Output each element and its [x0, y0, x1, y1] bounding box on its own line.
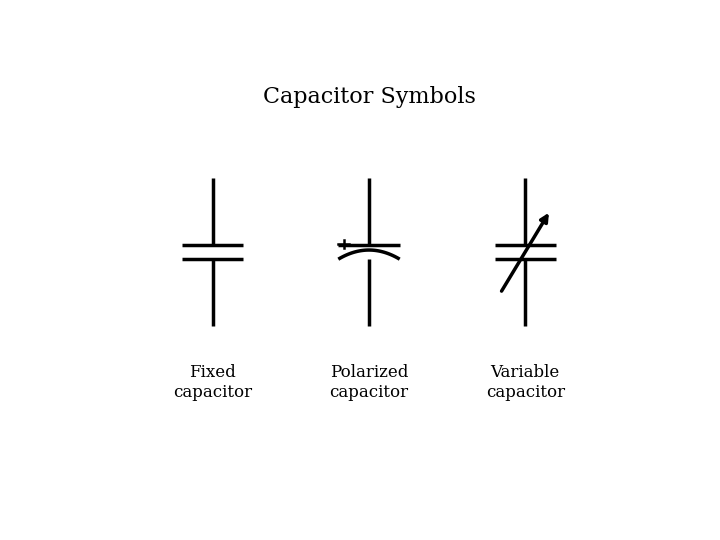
Text: Capacitor Symbols: Capacitor Symbols: [263, 85, 475, 107]
Text: Fixed
capacitor: Fixed capacitor: [174, 364, 252, 401]
Text: Variable
capacitor: Variable capacitor: [486, 364, 564, 401]
Text: Polarized
capacitor: Polarized capacitor: [330, 364, 408, 401]
